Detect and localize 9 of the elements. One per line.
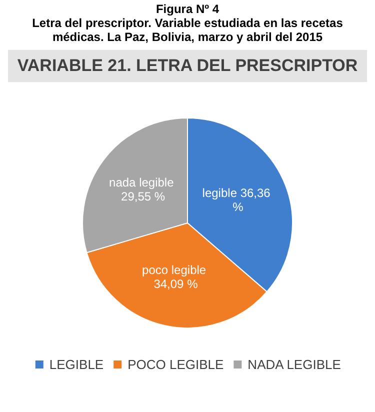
data-label: nada legible 29,55 % [109,176,178,204]
text: Letra del prescriptor. Variable estudiada en las recetas médicas. La Paz, Bolivia, marzo y abril del 2015 [31,16,344,44]
chart-title: VARIABLE 21. LETRA DEL PRESCRIPTOR [8,50,367,82]
legend-label: LEGIBLE [49,357,104,372]
legend-label: POCO LEGIBLE [128,357,224,372]
data-label: poco legible 34,09 % [142,263,210,292]
legend-label: NADA LEGIBLE [248,357,342,372]
data-label: legible 36,36 % [202,186,274,214]
text: Figura Nº 4 [154,2,220,16]
